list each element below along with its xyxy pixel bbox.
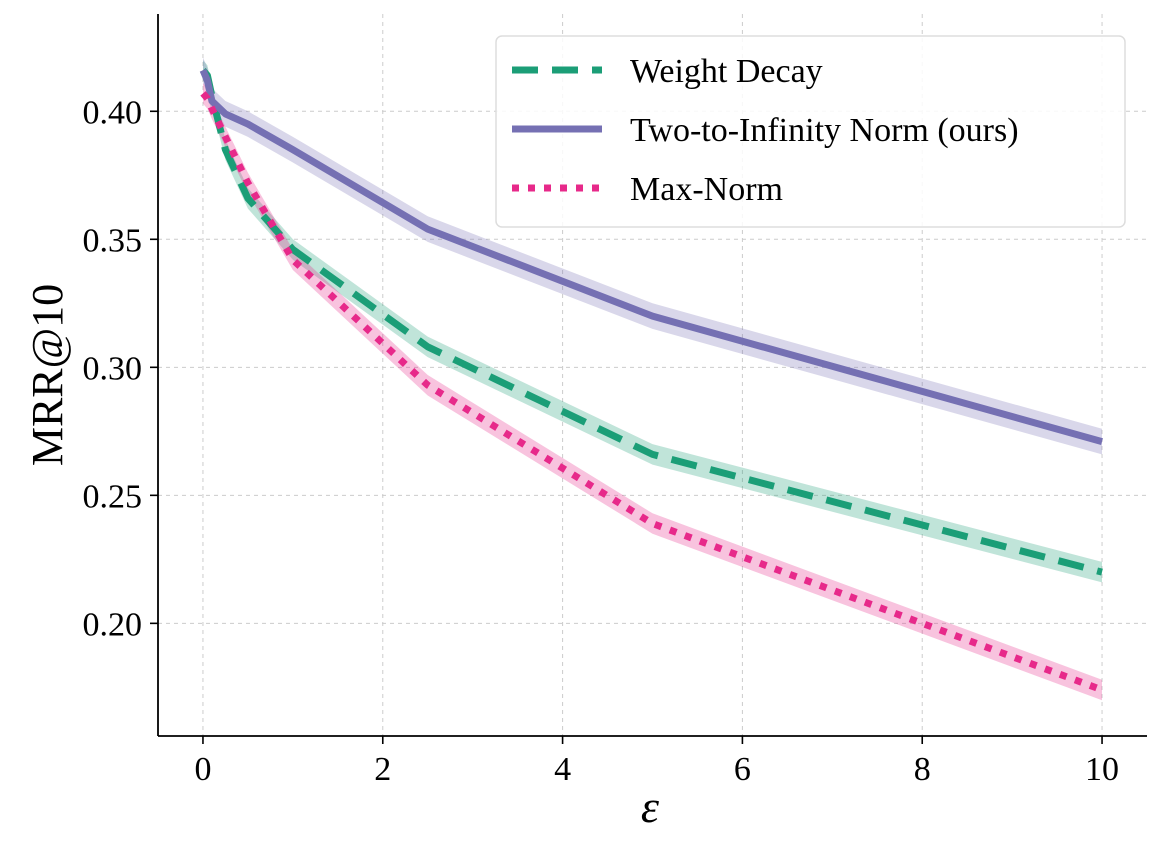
y-axis-label: MRR@10 [23, 284, 72, 466]
axes [150, 14, 1147, 744]
y-tick-label: 0.40 [83, 94, 143, 131]
x-tick-label: 0 [194, 751, 211, 788]
x-axis-label: ε [641, 781, 660, 832]
y-tick-label: 0.20 [83, 606, 143, 643]
legend: Weight Decay Two-to-Infinity Norm (ours) M… [495, 35, 1126, 228]
series-lines [199, 68, 1104, 694]
y-tick-label: 0.30 [83, 350, 143, 387]
x-tick-label: 10 [1085, 751, 1119, 788]
y-tick-label: 0.35 [83, 222, 143, 259]
legend-label: Weight Decay [630, 53, 823, 90]
y-tick-label: 0.25 [83, 478, 143, 515]
x-tick-label: 8 [914, 751, 931, 788]
x-tick-label: 6 [734, 751, 751, 788]
series-line [200, 91, 1104, 694]
legend-label: Max-Norm [630, 171, 783, 208]
x-tick-label: 2 [374, 751, 391, 788]
legend-label: Two-to-Infinity Norm (ours) [630, 112, 1019, 149]
x-tick-label: 4 [554, 751, 571, 788]
series-band [203, 60, 1102, 583]
tick-labels: 0 2 4 6 8 10 0.20 0.25 0.30 0.35 0.40 [83, 94, 1120, 788]
series-line [199, 68, 1103, 445]
legend-box [495, 35, 1126, 228]
